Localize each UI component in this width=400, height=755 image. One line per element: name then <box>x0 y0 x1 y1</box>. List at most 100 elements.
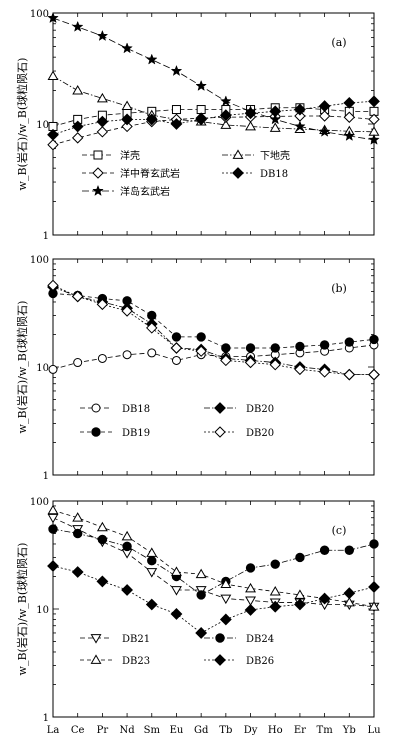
data-point <box>96 575 109 588</box>
data-point <box>294 598 306 611</box>
legend: DB18 DB20 DB19 DB20 <box>80 402 274 439</box>
panel-label: (b) <box>331 282 347 295</box>
series-line <box>52 344 375 370</box>
x-category-label: Lu <box>367 725 381 736</box>
data-point <box>170 64 183 76</box>
legend-marker <box>90 634 102 644</box>
legend-label: DB21 <box>122 634 150 645</box>
legend-entry: DB20 <box>204 426 274 439</box>
x-category-label: Dy <box>244 725 258 736</box>
x-category-label: Tb <box>219 725 232 736</box>
data-point <box>220 95 232 107</box>
x-category-label: Eu <box>170 725 184 736</box>
data-point <box>195 79 207 91</box>
series-2 <box>47 70 380 136</box>
x-category-label: Gd <box>194 725 209 736</box>
data-point <box>368 601 380 611</box>
legend-marker <box>214 402 226 414</box>
data-point <box>220 578 232 589</box>
data-point <box>245 596 257 607</box>
data-point <box>97 534 108 545</box>
legend-marker <box>215 633 225 643</box>
data-point <box>195 345 207 357</box>
legend-marker <box>232 167 244 179</box>
chart-panel-3: 1 10 100 La Ce Pr Nd Sm Eu Gd Tb Dy Ho Er Tm Yb Lu w_B(岩石… <box>15 497 381 736</box>
data-point <box>170 342 183 354</box>
plot-frame <box>52 500 375 718</box>
data-point <box>71 290 84 303</box>
data-point <box>295 341 305 352</box>
data-point <box>368 95 380 108</box>
data-point <box>318 125 331 137</box>
x-category-label: Ho <box>268 725 283 736</box>
legend-entry: DB19 <box>80 427 150 439</box>
data-point <box>145 113 158 126</box>
data-point <box>343 129 356 141</box>
legend: DB21 DB24 DB23 DB26 <box>80 633 274 667</box>
legend-label: DB26 <box>246 656 274 667</box>
data-point <box>295 552 305 563</box>
data-point <box>121 42 133 54</box>
data-point <box>47 513 59 524</box>
data-point <box>72 84 84 95</box>
data-point <box>269 122 281 132</box>
y-tick-label: 1 <box>43 231 49 242</box>
legend-entry: 洋中脊玄武岩 <box>82 167 180 180</box>
legend-entry: DB21 <box>80 634 150 645</box>
data-point <box>71 132 84 144</box>
data-point <box>343 596 355 607</box>
data-point <box>47 279 59 292</box>
data-point <box>96 29 109 41</box>
y-tick-label: 10 <box>36 120 49 131</box>
data-point <box>170 566 182 576</box>
data-point <box>73 358 83 368</box>
data-point <box>245 120 257 131</box>
data-point <box>269 359 281 371</box>
y-tick-label: 1 <box>43 713 49 724</box>
legend-marker <box>91 427 101 437</box>
data-point <box>269 585 281 596</box>
x-category-label: Sm <box>144 725 161 736</box>
data-point <box>48 524 58 534</box>
series-line <box>52 517 375 608</box>
legend-entry: 下地壳 <box>222 149 290 162</box>
series-line <box>52 107 374 127</box>
legend-label: 洋中脊玄武岩 <box>120 167 180 180</box>
x-category-label: Ce <box>71 725 85 736</box>
data-point <box>121 120 133 133</box>
data-point <box>245 582 257 593</box>
data-point <box>294 120 306 132</box>
data-point <box>244 356 257 369</box>
legend-label: 下地壳 <box>260 149 290 162</box>
data-point <box>369 334 379 345</box>
x-category-label: Yb <box>342 725 356 736</box>
data-point <box>220 354 232 367</box>
data-point <box>318 366 331 378</box>
data-point <box>47 560 59 572</box>
data-point <box>146 547 158 557</box>
data-point <box>170 586 182 596</box>
data-point <box>122 541 132 552</box>
data-point <box>343 96 356 109</box>
legend-marker <box>92 184 104 196</box>
series-5 <box>47 11 380 145</box>
data-point <box>245 563 256 573</box>
data-point <box>343 111 356 123</box>
legend-entry: DB18 <box>222 167 288 180</box>
data-point <box>171 105 181 115</box>
data-point <box>221 343 231 353</box>
y-tick-label: 10 <box>36 363 49 374</box>
legend-label: DB20 <box>246 428 274 439</box>
data-point <box>145 598 158 611</box>
data-point <box>318 100 331 112</box>
y-tick-label: 100 <box>30 9 49 20</box>
y-axis-label: w_B(岩石)/w_B(球粒陨石) <box>15 58 29 191</box>
data-point <box>147 310 157 321</box>
series-2 <box>47 281 380 381</box>
data-point <box>145 53 158 65</box>
data-point <box>147 348 157 358</box>
data-point <box>195 627 208 639</box>
